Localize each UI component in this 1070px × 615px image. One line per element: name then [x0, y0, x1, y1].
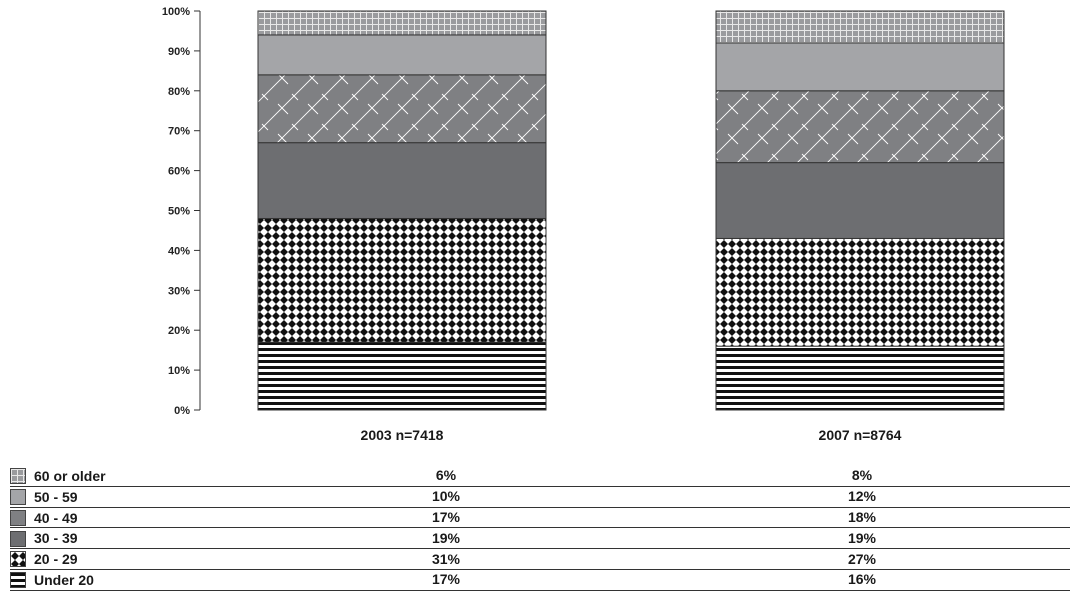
table-value: 19% — [654, 527, 1070, 550]
table-value: 31% — [238, 548, 654, 570]
bar-segment — [715, 345, 1005, 411]
legend-label: 30 - 39 — [34, 530, 78, 547]
legend-label: 60 or older — [34, 467, 106, 484]
bar-segment — [715, 237, 1005, 347]
bar-segment — [257, 217, 547, 343]
legend-swatch — [10, 468, 26, 485]
bar-segment — [715, 42, 1005, 92]
y-tick-label: 20% — [168, 325, 190, 337]
y-tick-label: 70% — [168, 126, 190, 138]
table-value: 16% — [654, 569, 1070, 591]
table-value: 19% — [238, 527, 654, 550]
legend-swatch — [10, 572, 26, 589]
table-value: 17% — [238, 569, 654, 591]
legend-entry: Under 20 — [10, 569, 238, 591]
y-tick-label: 40% — [168, 245, 190, 257]
table-value: 27% — [654, 548, 1070, 570]
y-tick-label: 50% — [168, 206, 190, 218]
legend-row: 20 - 29 31% 27% — [10, 548, 1070, 570]
bar-segment — [257, 34, 547, 76]
category-label: 2007 n=8764 — [819, 427, 902, 443]
y-tick-label: 10% — [168, 365, 190, 377]
table-value: 12% — [654, 486, 1070, 508]
y-tick-label: 90% — [168, 46, 190, 58]
legend-row: Under 20 17% 16% — [10, 569, 1070, 591]
y-tick-label: 0% — [174, 405, 190, 417]
legend-data-table: 60 or older 6% 8% 50 - 59 10% 12% 40 - 49 17% 18… — [10, 466, 1070, 591]
table-value: 6% — [238, 466, 654, 487]
y-tick-label: 30% — [168, 285, 190, 297]
legend-entry: 30 - 39 — [10, 527, 238, 550]
table-value: 10% — [238, 486, 654, 508]
legend-entry: 40 - 49 — [10, 507, 238, 529]
legend-swatch — [10, 509, 26, 526]
bar-segment — [715, 90, 1005, 164]
stacked-bar-chart: 0% 10% 20% 30% 40% 50% 60% 70% 80% 90% 100% 2003 n… — [162, 6, 1005, 443]
bar-segment — [257, 341, 547, 411]
bar-segment — [257, 74, 547, 144]
legend-swatch — [10, 530, 26, 547]
bar-segment — [715, 162, 1005, 239]
y-tick-label: 60% — [168, 166, 190, 178]
legend-swatch — [10, 489, 26, 506]
legend-label: Under 20 — [34, 571, 94, 588]
y-tick-label: 100% — [162, 6, 190, 18]
category-label: 2003 n=7418 — [361, 427, 444, 443]
legend-label: 40 - 49 — [34, 509, 78, 526]
table-value: 18% — [654, 507, 1070, 529]
legend-row: 40 - 49 17% 18% — [10, 507, 1070, 529]
legend-entry: 50 - 59 — [10, 486, 238, 508]
legend-row: 60 or older 6% 8% — [10, 466, 1070, 487]
legend-row: 50 - 59 10% 12% — [10, 486, 1070, 508]
y-tick-label: 80% — [168, 86, 190, 98]
legend-label: 20 - 29 — [34, 550, 78, 567]
legend-label: 50 - 59 — [34, 488, 78, 505]
legend-entry: 20 - 29 — [10, 548, 238, 570]
bar-segment — [715, 10, 1005, 44]
bar-segment — [257, 10, 547, 36]
legend-swatch — [10, 551, 26, 568]
legend-row: 30 - 39 19% 19% — [10, 527, 1070, 550]
bar-segment — [257, 142, 547, 219]
table-value: 8% — [654, 466, 1070, 487]
legend-entry: 60 or older — [10, 466, 238, 487]
table-value: 17% — [238, 507, 654, 529]
